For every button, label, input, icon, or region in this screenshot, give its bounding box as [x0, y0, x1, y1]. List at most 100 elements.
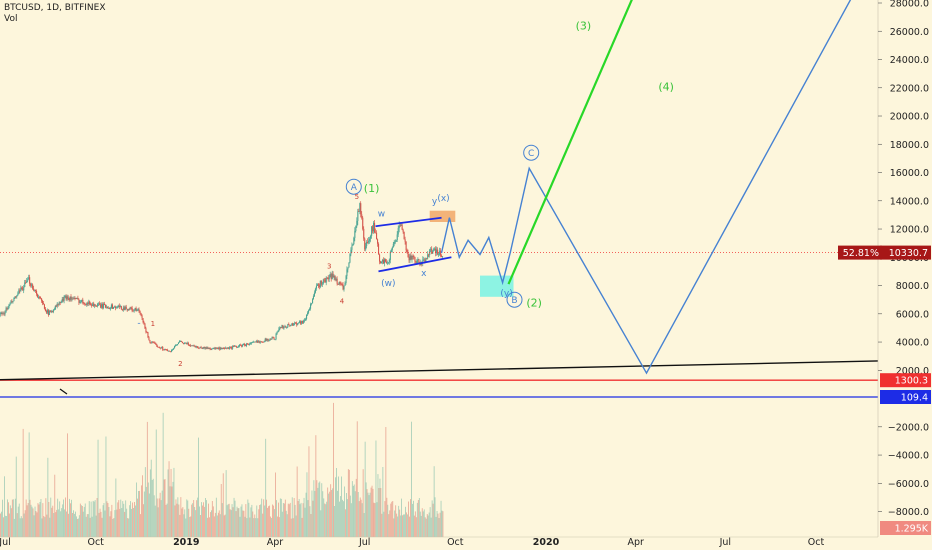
candle-body [261, 341, 263, 343]
wave-circle [523, 144, 540, 161]
volume-bar [180, 497, 182, 537]
candle-body [190, 345, 192, 347]
candle-body [201, 348, 203, 349]
candle-body [297, 323, 299, 325]
volume-bar [103, 503, 105, 537]
candle-body [116, 307, 118, 309]
volume-bar [381, 513, 383, 537]
candle-body [108, 308, 110, 309]
candle-body [291, 323, 293, 326]
volume-bar [97, 439, 99, 537]
volume-bar [347, 469, 349, 537]
volume-bar [409, 516, 410, 537]
price-tick-label: 6000.0 [896, 309, 929, 320]
volume-bar [313, 480, 315, 537]
candle-body [51, 311, 53, 313]
volume-bar [213, 516, 215, 537]
volume-bar [224, 514, 226, 537]
candle-body [254, 341, 256, 343]
volume-bar [133, 508, 134, 537]
candle-body [338, 282, 340, 285]
volume-bar [177, 497, 179, 537]
candle-body [132, 310, 134, 312]
candle-body [180, 341, 182, 342]
volume-bar [299, 504, 301, 537]
volume-bar [440, 500, 442, 537]
candle-body [218, 347, 220, 349]
candle-body [61, 299, 63, 302]
volume-bar [113, 518, 115, 537]
candle-body [145, 328, 147, 332]
volume-bar [64, 509, 65, 537]
volume-bar [115, 478, 117, 537]
volume-bar [148, 493, 150, 537]
candle-body [163, 349, 165, 351]
volume-bar [377, 474, 379, 537]
candle-body [369, 238, 371, 241]
volume-bar [221, 503, 223, 537]
volume-bar [189, 517, 191, 537]
volume-bar [34, 506, 36, 537]
volume-bar [226, 505, 228, 537]
candle-body [30, 283, 32, 286]
candle-body [310, 304, 312, 309]
candle-body [227, 347, 229, 349]
candle-body [85, 304, 87, 305]
candle-body [56, 303, 58, 307]
volume-bar [173, 467, 175, 537]
volume-bar [129, 505, 131, 537]
volume-bar [403, 514, 404, 537]
candle-body [15, 296, 17, 298]
candle-body [402, 229, 404, 232]
candle-body [398, 225, 400, 229]
wave-labels: A (1) 5 3 4 1 - 2 w y (x) (w) x (y)B (2) C (3) (4) [137, 20, 674, 368]
volume-bar [269, 505, 270, 537]
time-tick-label: 2019 [173, 537, 199, 548]
candle-body [284, 326, 286, 328]
candle-body [214, 347, 216, 349]
candle-body [155, 343, 157, 345]
candle-body [147, 332, 149, 338]
candle-body [172, 349, 174, 351]
candle-body [275, 333, 277, 340]
volume-bar [233, 497, 235, 537]
volume-bar [74, 513, 75, 537]
volume-bar [211, 501, 213, 537]
volume-bar [308, 446, 310, 537]
volume-bar [371, 485, 373, 537]
volume-bar [331, 490, 333, 537]
volume-bar [384, 501, 386, 537]
volume-bar [304, 507, 306, 537]
candle-body [176, 344, 178, 345]
volume-bar [136, 482, 137, 537]
candle-body [302, 320, 304, 323]
price-tick-label: 26000.0 [890, 27, 929, 38]
candle-body [25, 282, 27, 284]
candle-body [84, 303, 86, 305]
volume-bar [441, 510, 443, 537]
candle-body [169, 350, 171, 352]
candle-body [95, 305, 97, 307]
candle-body [412, 256, 414, 257]
volume-bar [264, 505, 266, 537]
candle-body [63, 296, 65, 301]
candle-body [122, 307, 124, 310]
volume-bar [378, 488, 380, 537]
volume-bar [181, 508, 183, 537]
candle-body [2, 313, 4, 315]
candle-body [179, 341, 181, 342]
volume-bar [196, 500, 198, 537]
volume-bar [5, 515, 6, 537]
candle-body [123, 307, 125, 311]
candle-body [217, 348, 219, 349]
volume-bar [89, 517, 91, 537]
price-axis-bg [878, 0, 932, 550]
volume-bar [14, 498, 16, 537]
volume-bar [284, 499, 286, 537]
candle-body [86, 302, 88, 305]
volume-bar [402, 515, 403, 537]
volume-bar [195, 510, 197, 537]
candle-body [404, 239, 406, 242]
candle-body [230, 346, 232, 348]
